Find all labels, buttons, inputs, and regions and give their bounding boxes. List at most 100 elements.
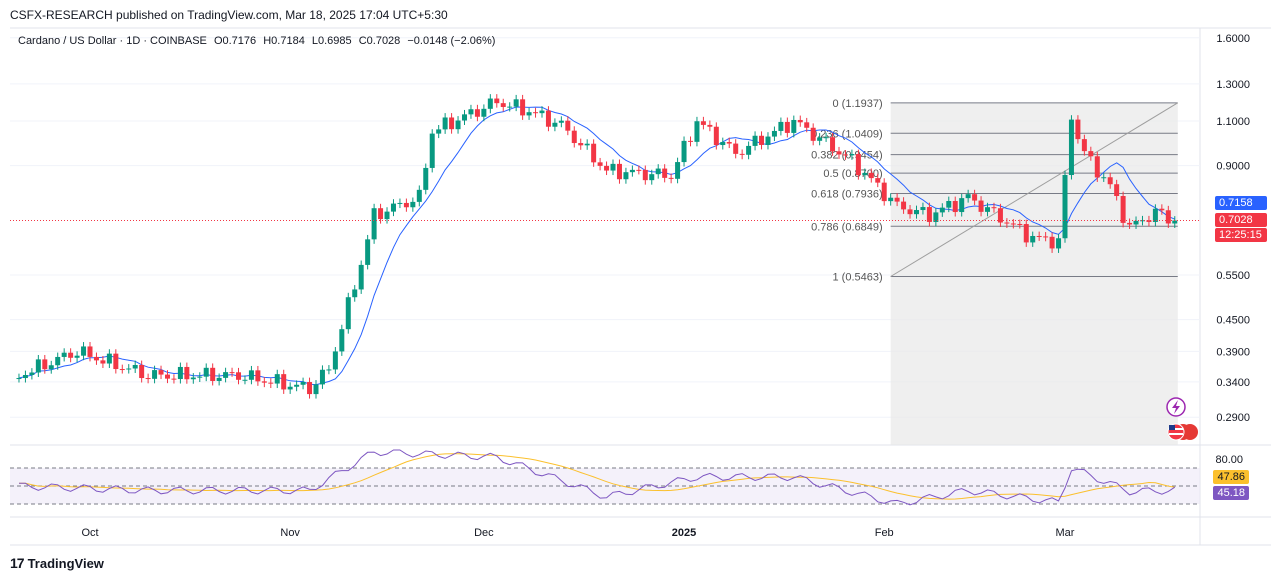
- lightning-icon[interactable]: [1166, 397, 1186, 417]
- candle-body: [907, 209, 913, 215]
- candle-body: [416, 189, 422, 202]
- candle-body: [939, 207, 945, 213]
- time-tick-label: Oct: [81, 527, 98, 539]
- candle-body: [959, 198, 965, 213]
- candle-body: [139, 364, 145, 379]
- candle-body: [319, 369, 325, 385]
- candle-body: [765, 136, 771, 145]
- candle-body: [836, 151, 842, 155]
- candle-body: [242, 379, 248, 381]
- candle-body: [261, 381, 267, 383]
- candle-body: [642, 169, 648, 181]
- publisher-line: CSFX-RESEARCH published on TradingView.c…: [10, 8, 448, 22]
- fib-retracement[interactable]: 0 (1.1937)0.236 (1.0409)0.382 (0.9454)0.…: [811, 98, 1179, 445]
- candle-body: [810, 127, 816, 141]
- candle-body: [1062, 175, 1068, 239]
- candle-body: [29, 372, 35, 375]
- symbol-legend[interactable]: Cardano / US Dollar · 1D · COINBASE O0.7…: [18, 35, 499, 47]
- candle-body: [177, 366, 183, 380]
- candle-body: [487, 98, 493, 109]
- candle-body: [972, 194, 978, 201]
- price-tick-label: 1.6000: [1216, 33, 1250, 45]
- candle-body: [307, 382, 313, 395]
- candle-body: [965, 194, 971, 199]
- candle-body: [726, 142, 732, 144]
- candle-body: [636, 169, 642, 171]
- candle-body: [539, 110, 545, 114]
- candle-body: [442, 117, 448, 130]
- time-tick-label: Mar: [1056, 527, 1075, 539]
- candle-body: [145, 378, 151, 380]
- candle-body: [93, 356, 99, 361]
- candle-body: [229, 372, 235, 374]
- time-tick-label: 2025: [672, 527, 696, 539]
- candle-body: [629, 169, 635, 173]
- candle-body: [875, 178, 881, 183]
- candle-body: [752, 135, 758, 146]
- candle-body: [610, 163, 616, 171]
- price-tick-label: 0.9000: [1216, 161, 1250, 173]
- time-axis[interactable]: Oct Nov Dec 2025 Feb Mar: [81, 527, 1074, 539]
- candle-body: [997, 208, 1003, 223]
- price-tick-label: 1.3000: [1216, 79, 1250, 91]
- candle-body: [152, 370, 158, 379]
- candle-body: [474, 109, 480, 117]
- candle-body: [675, 162, 681, 179]
- candle-body: [881, 182, 887, 202]
- candle-body: [616, 163, 622, 180]
- fib-background: [890, 102, 1178, 445]
- rsi-pane[interactable]: 80.00: [10, 449, 1243, 506]
- candle-body: [791, 119, 797, 133]
- us-flag-icon[interactable]: [1167, 423, 1198, 441]
- time-tick-label: Dec: [474, 527, 494, 539]
- rsi-ma-line: [19, 453, 1175, 500]
- candle-body: [920, 207, 926, 211]
- candle-body: [565, 120, 571, 131]
- ohlc-high: H0.7184: [263, 35, 305, 47]
- candle-body: [339, 329, 345, 352]
- candle-body: [1094, 156, 1100, 178]
- candle-body: [352, 289, 358, 298]
- fib-level-label: 0 (1.1937): [833, 98, 883, 110]
- candle-body: [855, 154, 861, 176]
- candle-body: [623, 172, 629, 180]
- candle-body: [784, 121, 790, 133]
- candle-body: [223, 372, 229, 378]
- candle-body: [746, 145, 752, 155]
- candle-body: [533, 112, 539, 114]
- candle-body: [1004, 222, 1010, 224]
- candle-body: [1107, 177, 1113, 185]
- candle-body: [429, 133, 435, 168]
- ma-price-tag: 0.7158: [1215, 196, 1267, 210]
- candle-body: [1101, 177, 1107, 179]
- candle-body: [468, 109, 474, 115]
- candle-body: [197, 376, 203, 378]
- candle-body: [287, 386, 293, 390]
- symbol-name[interactable]: Cardano / US Dollar · 1D · COINBASE: [18, 35, 207, 47]
- footer-brand[interactable]: 17 TradingView: [10, 555, 104, 571]
- candle-body: [55, 356, 61, 366]
- candle-body: [578, 143, 584, 146]
- candle-body: [668, 177, 674, 179]
- candle-body: [842, 154, 848, 156]
- candle-body: [1146, 220, 1152, 222]
- candlestick-series: [16, 94, 1178, 399]
- price-axis[interactable]: 1.6000 1.3000 1.1000 0.9000 0.5500 0.4500 0.39…: [1216, 33, 1250, 424]
- candle-body: [687, 140, 693, 142]
- candle-body: [268, 382, 274, 384]
- candle-body: [113, 353, 119, 370]
- candle-body: [500, 103, 506, 107]
- candle-body: [681, 140, 687, 163]
- candle-body: [74, 355, 80, 358]
- candle-body: [1081, 139, 1087, 152]
- fib-trend-line: [890, 102, 1179, 277]
- candle-body: [507, 106, 513, 108]
- candle-body: [1043, 236, 1049, 238]
- candle-body: [771, 130, 777, 137]
- candle-body: [462, 114, 468, 121]
- candle-body: [933, 212, 939, 222]
- candle-body: [332, 351, 338, 370]
- candle-body: [81, 346, 87, 356]
- candle-body: [106, 353, 112, 364]
